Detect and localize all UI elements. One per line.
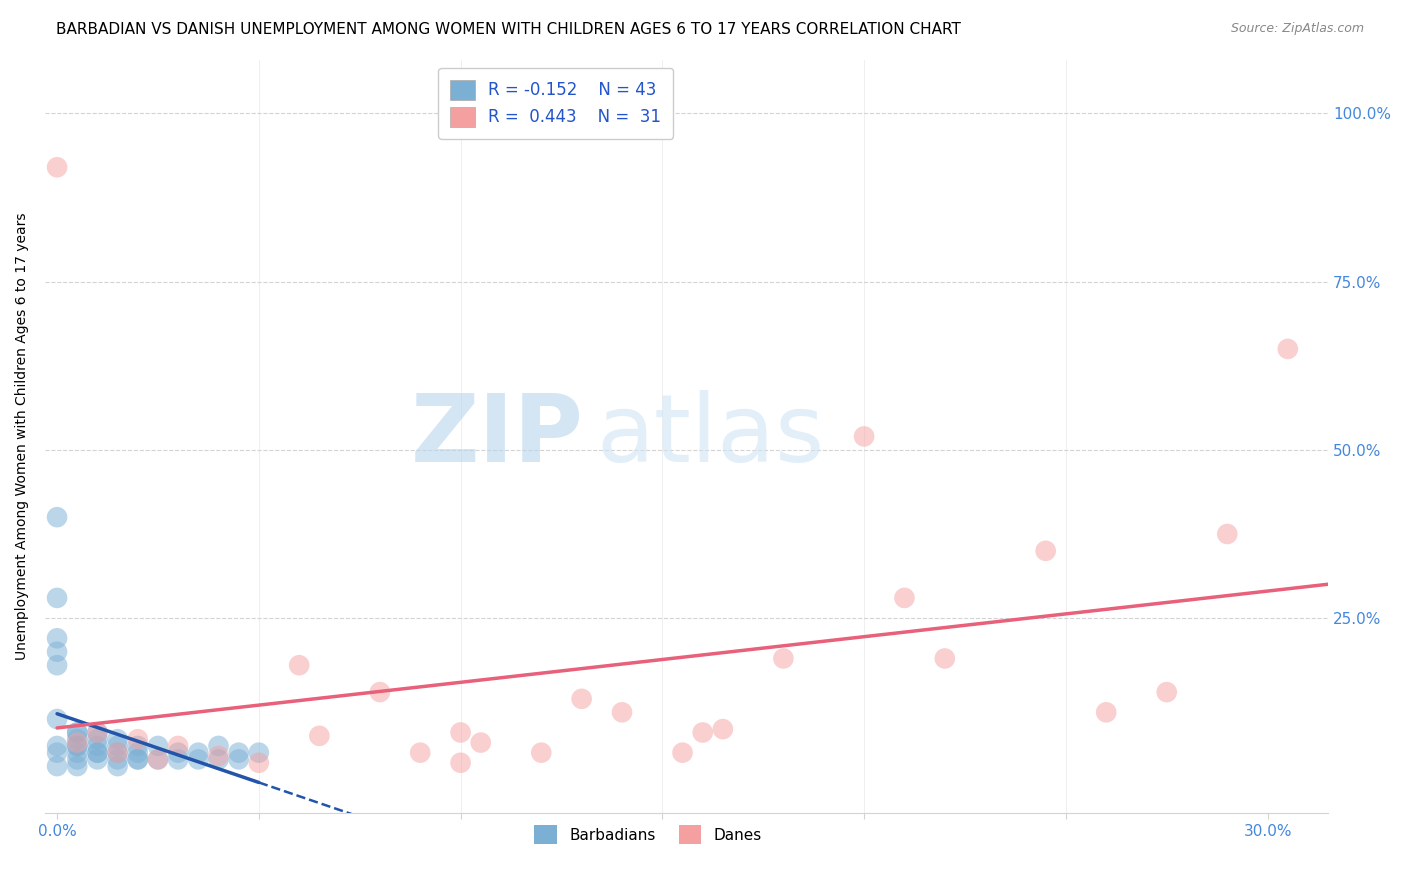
Point	[46, 591, 69, 605]
Point	[167, 739, 190, 753]
Point	[127, 746, 149, 760]
Point	[692, 725, 714, 739]
Point	[66, 732, 89, 747]
Point	[146, 752, 169, 766]
Point	[107, 739, 129, 753]
Point	[247, 756, 270, 770]
Point	[86, 732, 108, 747]
Point	[1277, 342, 1299, 356]
Point	[46, 161, 69, 175]
Point	[1156, 685, 1178, 699]
Point	[86, 752, 108, 766]
Point	[610, 706, 633, 720]
Point	[86, 746, 108, 760]
Point	[46, 632, 69, 646]
Point	[66, 739, 89, 753]
Point	[711, 722, 734, 736]
Point	[146, 752, 169, 766]
Point	[127, 752, 149, 766]
Y-axis label: Unemployment Among Women with Children Ages 6 to 17 years: Unemployment Among Women with Children A…	[15, 212, 30, 660]
Point	[187, 746, 209, 760]
Point	[86, 725, 108, 739]
Point	[86, 739, 108, 753]
Point	[853, 429, 876, 443]
Point	[46, 759, 69, 773]
Point	[1095, 706, 1118, 720]
Point	[228, 752, 250, 766]
Point	[66, 725, 89, 739]
Point	[207, 739, 229, 753]
Point	[46, 510, 69, 524]
Text: BARBADIAN VS DANISH UNEMPLOYMENT AMONG WOMEN WITH CHILDREN AGES 6 TO 17 YEARS CO: BARBADIAN VS DANISH UNEMPLOYMENT AMONG W…	[56, 22, 962, 37]
Point	[66, 746, 89, 760]
Point	[247, 746, 270, 760]
Point	[66, 739, 89, 753]
Point	[450, 725, 472, 739]
Point	[772, 651, 794, 665]
Point	[146, 739, 169, 753]
Point	[86, 746, 108, 760]
Point	[46, 658, 69, 673]
Point	[571, 691, 593, 706]
Point	[934, 651, 956, 665]
Point	[187, 752, 209, 766]
Point	[1035, 543, 1057, 558]
Point	[228, 746, 250, 760]
Point	[66, 759, 89, 773]
Point	[1216, 527, 1239, 541]
Point	[308, 729, 330, 743]
Point	[127, 739, 149, 753]
Point	[46, 746, 69, 760]
Text: Source: ZipAtlas.com: Source: ZipAtlas.com	[1230, 22, 1364, 36]
Text: ZIP: ZIP	[411, 391, 583, 483]
Point	[671, 746, 693, 760]
Legend: Barbadians, Danes: Barbadians, Danes	[523, 814, 773, 855]
Point	[368, 685, 391, 699]
Point	[470, 735, 492, 749]
Point	[107, 746, 129, 760]
Point	[46, 712, 69, 726]
Point	[127, 732, 149, 747]
Point	[107, 746, 129, 760]
Point	[46, 645, 69, 659]
Point	[66, 735, 89, 749]
Point	[66, 752, 89, 766]
Point	[893, 591, 915, 605]
Text: atlas: atlas	[596, 391, 825, 483]
Point	[107, 752, 129, 766]
Point	[207, 752, 229, 766]
Point	[409, 746, 432, 760]
Point	[207, 749, 229, 764]
Point	[530, 746, 553, 760]
Point	[107, 759, 129, 773]
Point	[107, 732, 129, 747]
Point	[167, 752, 190, 766]
Point	[86, 725, 108, 739]
Point	[66, 725, 89, 739]
Point	[450, 756, 472, 770]
Point	[46, 739, 69, 753]
Point	[167, 746, 190, 760]
Point	[288, 658, 311, 673]
Point	[127, 752, 149, 766]
